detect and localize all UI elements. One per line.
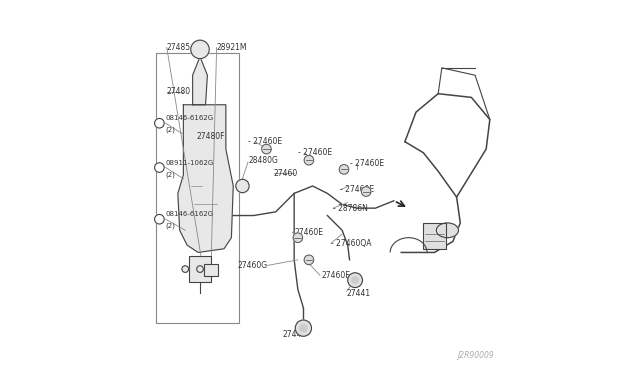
Text: 27460E: 27460E xyxy=(322,271,351,280)
Bar xyxy=(424,223,445,249)
Text: 28921M: 28921M xyxy=(216,43,247,52)
Circle shape xyxy=(295,320,312,336)
Circle shape xyxy=(155,118,164,128)
Text: 27480: 27480 xyxy=(167,87,191,96)
Text: - 28786N: - 28786N xyxy=(333,203,368,213)
Polygon shape xyxy=(193,57,207,105)
Text: 27460G: 27460G xyxy=(237,261,268,270)
Text: (2): (2) xyxy=(166,127,175,134)
Circle shape xyxy=(352,277,358,283)
Circle shape xyxy=(362,187,371,196)
Text: 27480F: 27480F xyxy=(196,132,225,141)
Text: - 27460E: - 27460E xyxy=(349,159,383,169)
Circle shape xyxy=(196,266,204,272)
Circle shape xyxy=(155,163,164,172)
Circle shape xyxy=(191,40,209,59)
Text: B: B xyxy=(157,216,162,222)
Circle shape xyxy=(304,255,314,264)
Text: 08146-6162G: 08146-6162G xyxy=(166,211,214,217)
Bar xyxy=(189,256,211,282)
Circle shape xyxy=(155,214,164,224)
Circle shape xyxy=(236,179,249,193)
Circle shape xyxy=(182,266,189,272)
Text: - 27460E: - 27460E xyxy=(248,137,282,146)
Text: 27485: 27485 xyxy=(167,43,191,52)
Text: - 27460E: - 27460E xyxy=(298,148,332,157)
Text: (2): (2) xyxy=(166,223,175,230)
Text: B: B xyxy=(157,120,162,126)
Text: J2R90009: J2R90009 xyxy=(457,351,493,360)
Text: - 27460E: - 27460E xyxy=(340,185,374,194)
Text: 28480G: 28480G xyxy=(248,155,278,165)
Circle shape xyxy=(293,233,303,243)
Ellipse shape xyxy=(436,223,458,238)
Text: N: N xyxy=(156,164,163,170)
Text: 08911-1062G: 08911-1062G xyxy=(166,160,214,166)
Circle shape xyxy=(300,324,307,332)
Text: (2): (2) xyxy=(166,171,175,178)
Circle shape xyxy=(262,144,271,154)
Text: 27441: 27441 xyxy=(347,289,371,298)
Text: 08146-6162G: 08146-6162G xyxy=(166,115,214,121)
Text: 27460: 27460 xyxy=(274,169,298,177)
Polygon shape xyxy=(178,105,233,253)
Circle shape xyxy=(339,164,349,174)
Text: - 27460QA: - 27460QA xyxy=(331,239,372,248)
Circle shape xyxy=(348,273,362,288)
Bar xyxy=(204,263,218,276)
Text: 27440: 27440 xyxy=(282,330,307,339)
Text: 27460E: 27460E xyxy=(294,228,323,237)
Bar xyxy=(156,53,239,323)
Circle shape xyxy=(304,155,314,165)
